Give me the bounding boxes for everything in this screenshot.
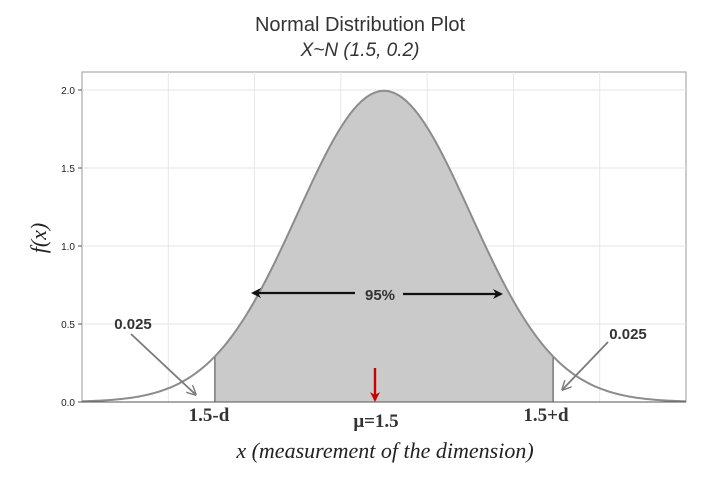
upper-bound-label: 1.5+d [523,405,569,426]
chart-subtitle: X~N (1.5, 0.2) [300,40,420,61]
y-tick-label: 0.5 [61,320,75,331]
y-tick-label: 1.0 [61,242,75,253]
right-tail-arrow [563,341,609,389]
y-tick-label: 1.5 [61,164,75,175]
y-axis-label: f(x) [26,223,51,254]
center-area-label: 95% [365,287,395,304]
y-axis-ticks: 0.0 0.5 1.0 1.5 2.0 [61,86,82,409]
chart-title: Normal Distribution Plot [255,14,466,36]
shaded-95-percent-area [214,90,554,402]
y-tick-label: 0.0 [61,398,75,409]
left-tail-label: 0.025 [114,316,152,333]
y-tick-label: 2.0 [61,86,75,97]
mean-label: μ=1.5 [353,411,398,432]
x-axis-label: x (measurement of the dimension) [235,438,533,463]
right-tail-label: 0.025 [609,326,647,343]
lower-bound-label: 1.5-d [189,405,230,426]
left-tail-arrow [130,333,195,394]
